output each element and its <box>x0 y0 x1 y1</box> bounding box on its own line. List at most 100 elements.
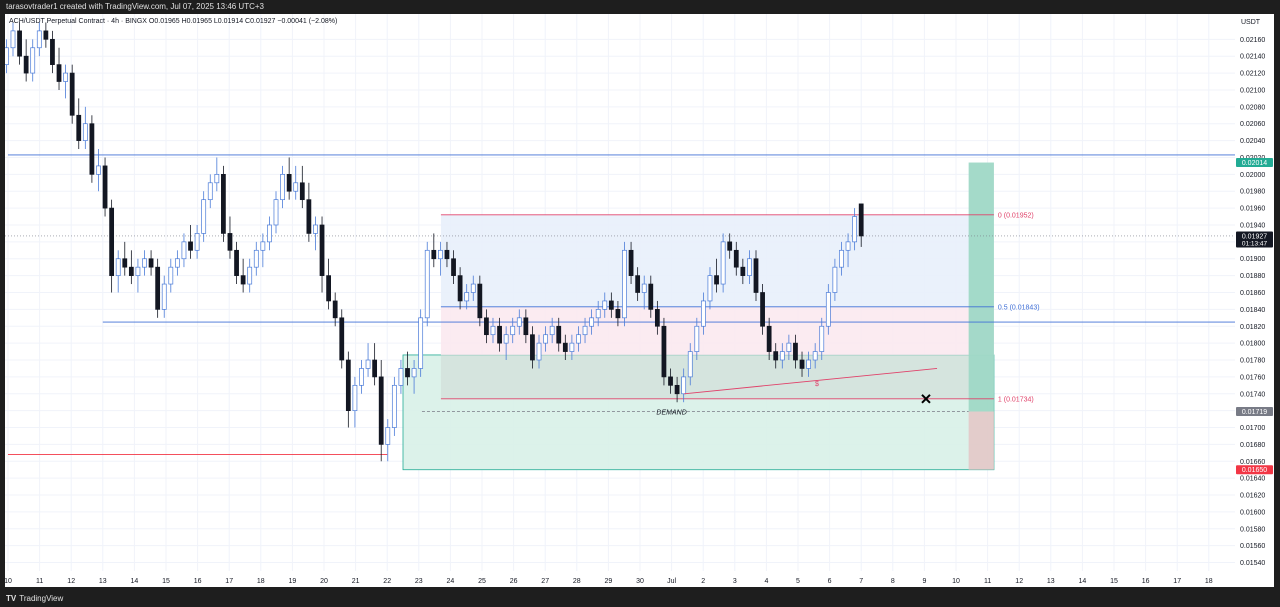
candle-body <box>174 258 180 268</box>
candle-body <box>852 216 858 243</box>
candle-body <box>457 275 463 302</box>
x-tick-label: 3 <box>733 578 737 585</box>
candle-body <box>339 317 345 361</box>
candle-body <box>694 325 700 352</box>
candle-body <box>793 342 798 361</box>
candle-body <box>405 368 410 378</box>
x-tick-label: 6 <box>828 578 832 585</box>
price-chart[interactable]: 10 11 12 13 14 15 16 17 18 19 20 21 22 23 24 25 26 27 28 29… <box>5 14 1235 587</box>
candle-body <box>345 359 351 412</box>
x-tick-label: 27 <box>541 578 549 585</box>
candle-body <box>135 266 141 276</box>
candle-body <box>451 258 456 276</box>
candle-body <box>109 207 115 276</box>
candle-body <box>654 309 660 327</box>
x-tick-label: 5 <box>796 578 800 585</box>
candle-body <box>753 258 759 293</box>
candle-body <box>576 334 581 344</box>
x-tick-label: 15 <box>1110 578 1118 585</box>
chart-header: tarasovtrader1 created with TradingView.… <box>0 0 1280 14</box>
candle-body <box>477 283 483 319</box>
y-tick-label: 0.02040 <box>1240 138 1265 145</box>
candle-body <box>280 173 285 201</box>
candle-body <box>779 351 785 361</box>
candle-body <box>747 258 752 276</box>
candle-body <box>661 325 667 378</box>
x-tick-label: 2 <box>701 578 705 585</box>
currency-label: USDT <box>1241 19 1261 26</box>
x-tick-label: 18 <box>1205 578 1213 585</box>
candle-body <box>188 241 193 251</box>
candle-body <box>155 266 161 310</box>
candle-body <box>50 38 55 65</box>
y-tick-label: 0.01840 <box>1240 307 1265 314</box>
candle-body <box>207 182 213 201</box>
candle-body <box>569 342 575 352</box>
candle-body <box>253 249 259 268</box>
candle-body <box>484 317 489 336</box>
candle-body <box>497 325 502 344</box>
y-tick-label: 0.01740 <box>1240 391 1265 398</box>
x-tick-label: 26 <box>510 578 518 585</box>
candle-body <box>608 300 614 310</box>
x-tick-label: 17 <box>1173 578 1181 585</box>
x-tick-label: 24 <box>447 578 455 585</box>
tradingview-logo-icon: TV TradingView <box>6 594 64 603</box>
y-tick-label: 0.01860 <box>1240 290 1265 297</box>
candle-body <box>582 325 588 336</box>
candle-body <box>858 203 864 237</box>
candle-body <box>306 199 312 234</box>
x-tick-label: 23 <box>415 578 423 585</box>
candle-body <box>562 342 568 352</box>
candle-body <box>622 249 627 319</box>
candle-body <box>181 241 187 260</box>
y-tick-label: 0.01620 <box>1240 493 1265 500</box>
candle-body <box>161 283 167 310</box>
candle-body <box>648 283 654 310</box>
candle-body <box>43 30 49 40</box>
x-tick-label: 11 <box>984 578 991 585</box>
candle-body <box>437 249 443 260</box>
candle-body <box>56 64 62 82</box>
candle-body <box>221 173 226 234</box>
candle-body <box>82 123 88 141</box>
position-loss-zone <box>968 411 994 470</box>
x-tick-label: 29 <box>605 578 613 585</box>
candle-body <box>17 30 22 57</box>
chart-pane[interactable]: ACH/USDT Perpetual Contract · 4h · BINGX… <box>5 14 1235 587</box>
x-tick-label: 12 <box>1015 578 1023 585</box>
candle-body <box>536 342 542 361</box>
candle-body <box>523 317 529 336</box>
candle-body <box>23 55 29 74</box>
candle-body <box>470 283 476 293</box>
candle-body <box>313 224 318 234</box>
price-axis[interactable]: 0.02160 0.02140 0.02120 0.02100 0.02080 0.020… <box>1235 14 1274 587</box>
candle-body <box>503 334 509 344</box>
candle-body <box>530 334 535 361</box>
fib-label: 0.5 (0.01843) <box>998 304 1040 311</box>
candle-body <box>299 182 305 201</box>
y-tick-label: 0.01580 <box>1240 526 1265 533</box>
y-tick-label: 0.01800 <box>1240 341 1265 348</box>
candle-body <box>267 224 272 243</box>
fib-label: 0 (0.01952) <box>998 212 1034 219</box>
y-tick-label: 0.02160 <box>1240 37 1265 44</box>
x-tick-label: 11 <box>36 578 43 585</box>
position-profit-zone <box>968 162 994 412</box>
candle-body <box>247 266 253 285</box>
candle-body <box>806 359 811 369</box>
candle-body <box>733 249 739 268</box>
candle-body <box>668 376 673 386</box>
x-tick-label: 18 <box>257 578 265 585</box>
candle-body <box>687 351 693 378</box>
x-tick-label: 12 <box>67 578 75 585</box>
x-tick-label: 14 <box>131 578 139 585</box>
y-tick-label: 0.01560 <box>1240 543 1265 550</box>
y-tick-label: 0.02120 <box>1240 71 1265 78</box>
y-tick-label: 0.01820 <box>1240 324 1265 331</box>
candle-body <box>260 241 266 251</box>
candle-body <box>240 275 246 285</box>
candle-body <box>490 325 496 336</box>
candle-body <box>326 275 331 302</box>
candle-body <box>773 351 779 361</box>
